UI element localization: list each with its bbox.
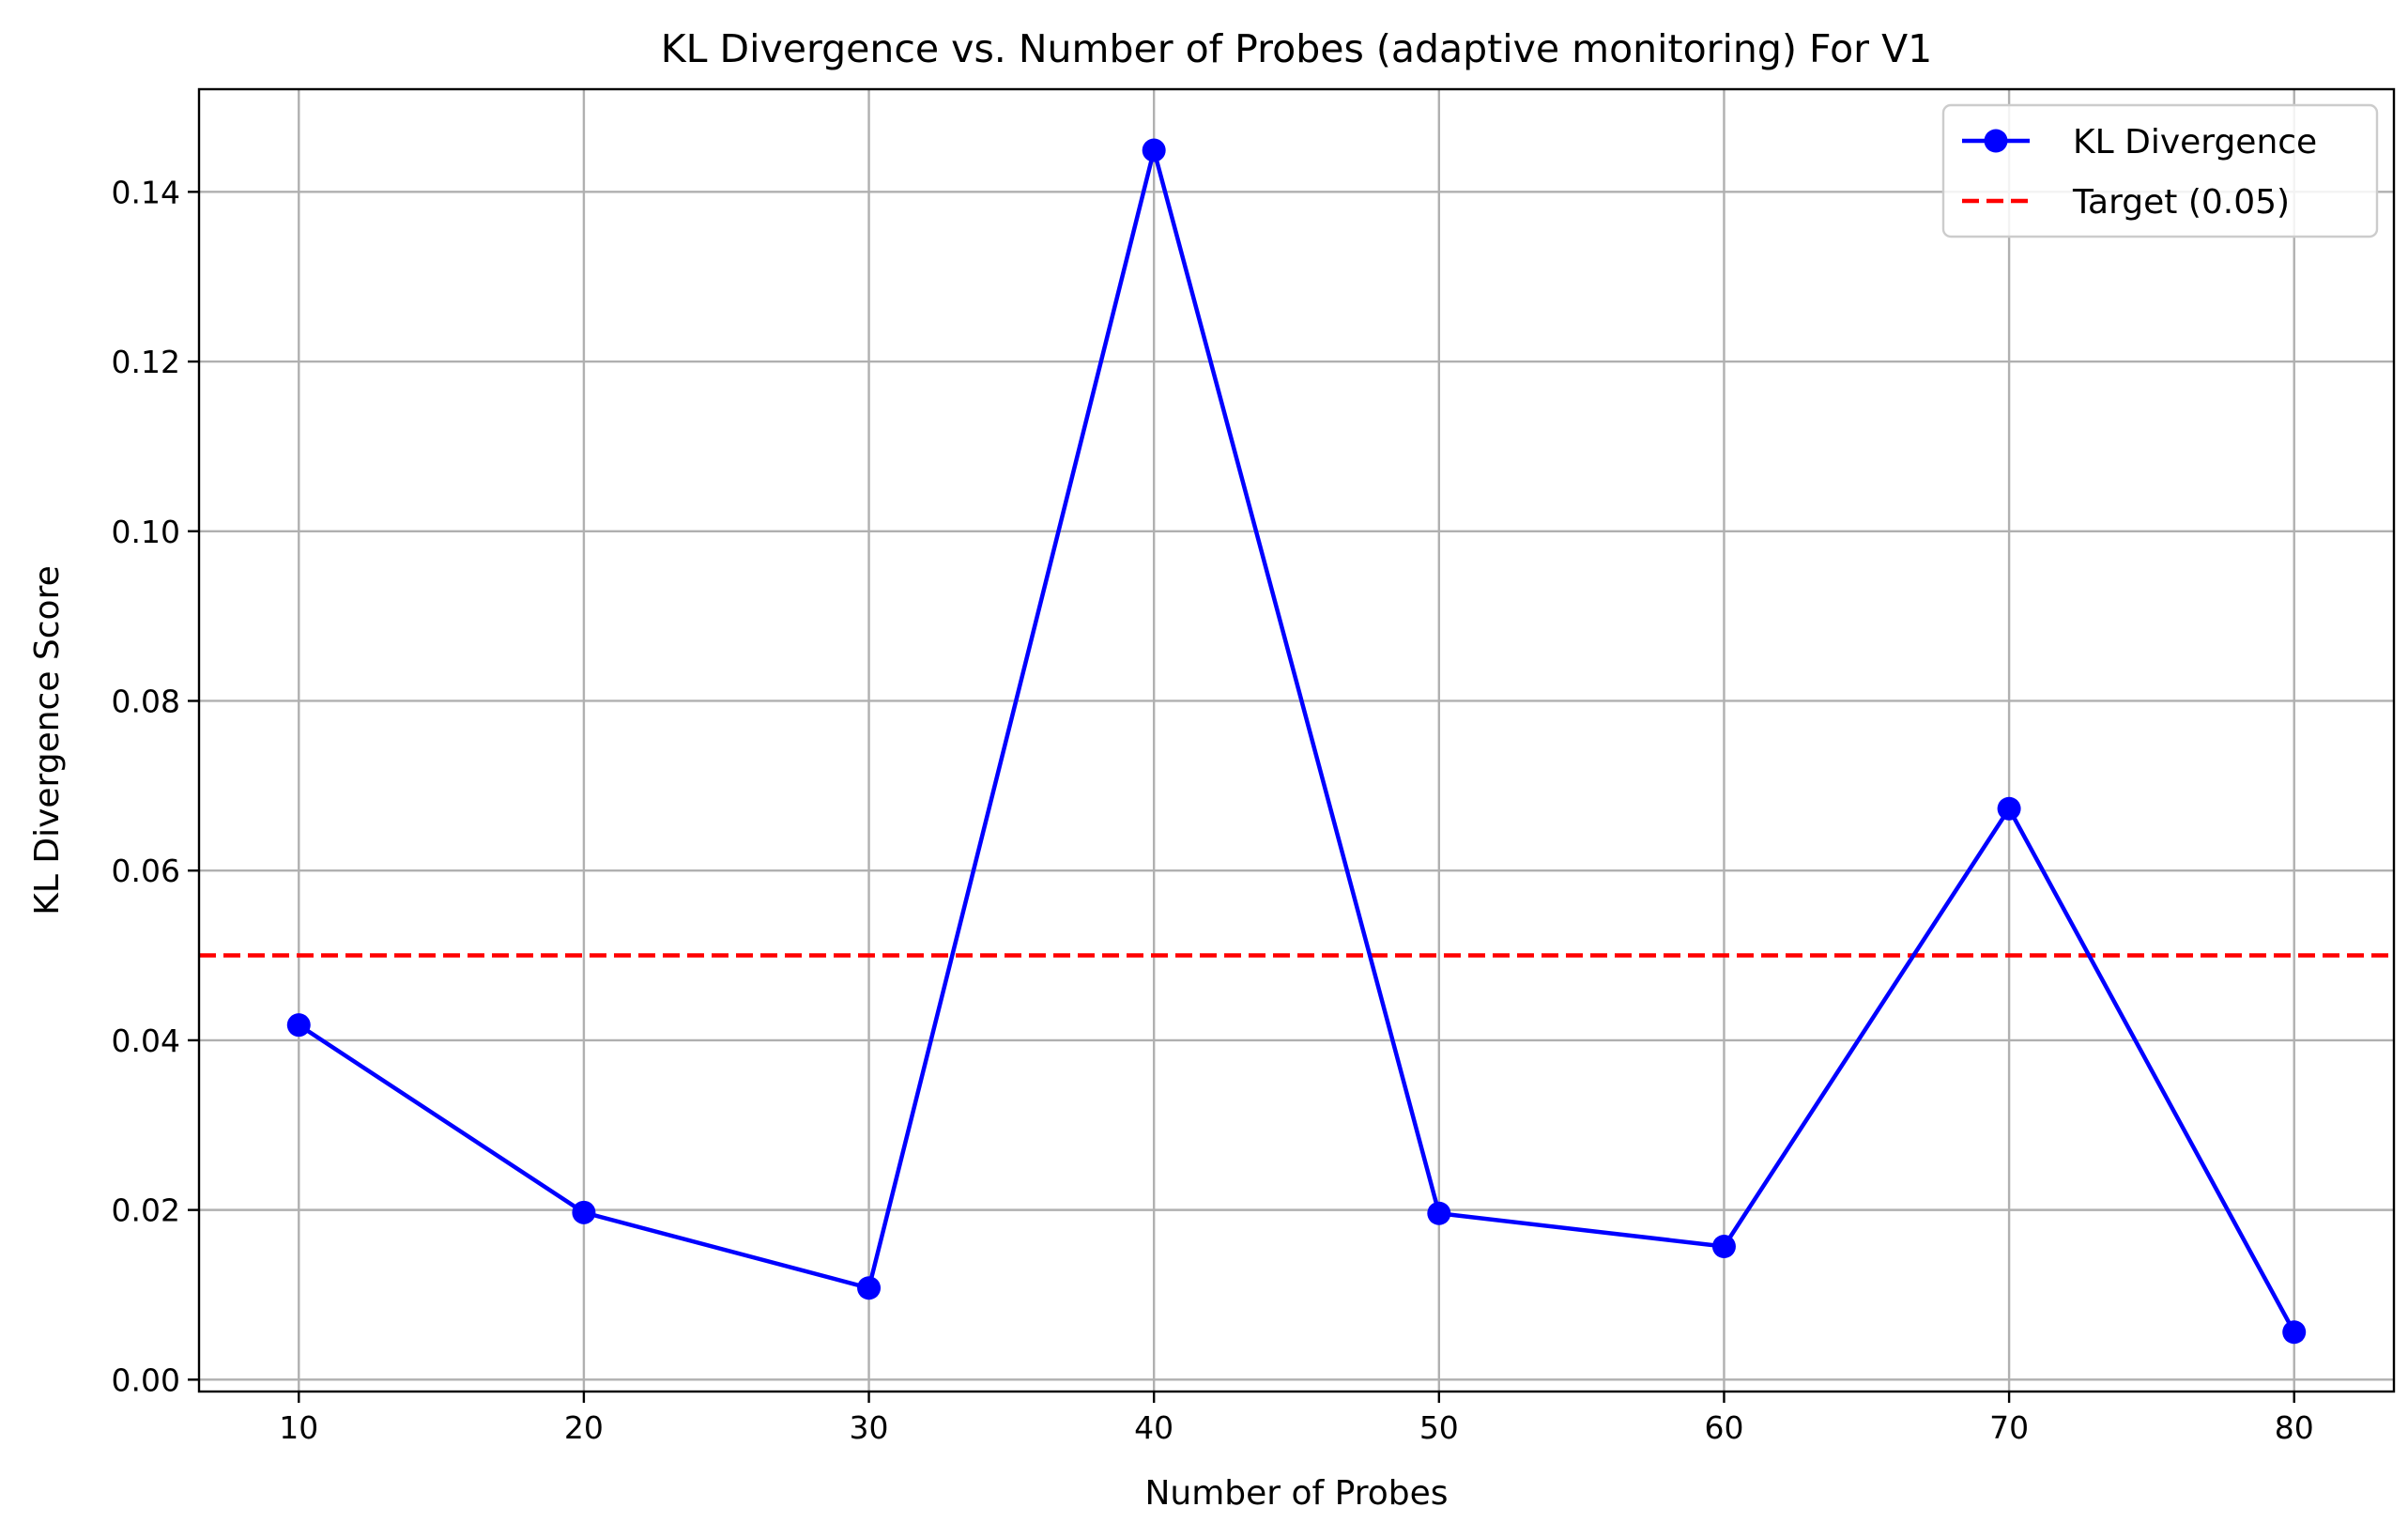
kl-divergence-line: [298, 147, 2296, 1333]
y-tick-label: 0.08: [112, 683, 180, 719]
y-tick-label: 0.04: [112, 1023, 180, 1059]
kl-divergence-point: [1997, 796, 2021, 821]
x-tick-label: 40: [1134, 1409, 1173, 1446]
axis-ticks: 10 20 30 40 50 60 70 80 0.00 0.02 0.04 0.06 0.08 0.10…: [112, 174, 2314, 1446]
kl-divergence-point: [286, 1013, 311, 1038]
kl-divergence-point: [1711, 1234, 1736, 1258]
x-tick-label: 20: [564, 1409, 604, 1446]
y-tick-label: 0.02: [112, 1192, 180, 1229]
x-tick-label: 60: [1704, 1409, 1743, 1446]
y-tick-label: 0.12: [112, 344, 180, 380]
y-tick-label: 0.10: [112, 514, 180, 550]
x-tick-label: 50: [1419, 1409, 1459, 1446]
legend-marker-kl: [1984, 129, 2008, 153]
x-tick-label: 80: [2275, 1409, 2314, 1446]
legend-box: [1941, 103, 2379, 238]
x-axis-label: Number of Probes: [1144, 1474, 1448, 1513]
x-tick-label: 30: [850, 1409, 889, 1446]
x-tick-label: 70: [1989, 1409, 2029, 1446]
kl-divergence-point: [1142, 138, 1166, 162]
kl-divergence-point: [857, 1276, 882, 1300]
legend-label-kl: KL Divergence: [2073, 123, 2317, 161]
x-tick-label: 10: [279, 1409, 318, 1446]
y-axis-label: KL Divergence Score: [28, 565, 67, 915]
chart-title: KL Divergence vs. Number of Probes (adap…: [661, 26, 1932, 71]
kl-divergence-point: [572, 1200, 596, 1224]
y-tick-label: 0.14: [112, 174, 180, 210]
series-layer: [286, 138, 2307, 1345]
grid-lines: [199, 89, 2394, 1392]
kl-divergence-point: [2282, 1320, 2307, 1345]
axes-frame: [197, 87, 2396, 1393]
y-tick-label: 0.06: [112, 853, 180, 889]
legend-label-target: Target (0.05): [2072, 183, 2290, 222]
kl-divergence-point: [1427, 1201, 1451, 1225]
legend: KL Divergence Target (0.05): [1941, 103, 2379, 238]
y-tick-label: 0.00: [112, 1361, 180, 1398]
